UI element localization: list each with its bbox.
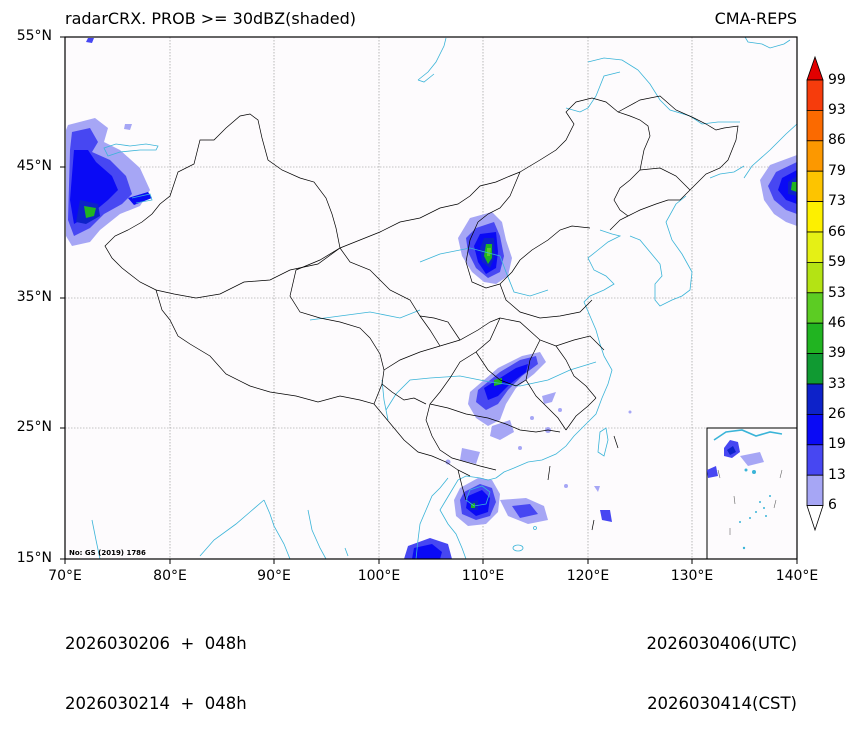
- ytick-25n: 25°N: [16, 419, 52, 435]
- cluster-south: [404, 478, 612, 559]
- colorbar-label-46: 46: [828, 315, 846, 331]
- xtick-120e: 120°E: [566, 568, 610, 584]
- ytick-35n: 35°N: [16, 289, 52, 305]
- colorbar-label-59: 59: [828, 254, 846, 270]
- graticule: [65, 37, 797, 559]
- probability-shading: [66, 38, 797, 559]
- model-name: CMA-REPS: [714, 9, 797, 28]
- xtick-70e: 70°E: [48, 568, 82, 584]
- map-approval-number: No: GS (2019) 1786: [69, 549, 146, 557]
- colorbar-label-19: 19: [828, 436, 846, 452]
- xtick-90e: 90°E: [257, 568, 291, 584]
- cluster-northeast: [760, 155, 797, 226]
- colorbar-label-66: 66: [828, 224, 846, 240]
- ytick-15n: 15°N: [16, 550, 52, 566]
- colorbar-label-79: 79: [828, 163, 846, 179]
- colorbar-label-13: 13: [828, 467, 846, 483]
- colorbar: [806, 55, 824, 532]
- colorbar-under-triangle: [806, 505, 824, 532]
- colorbar-label-26: 26: [828, 406, 846, 422]
- colorbar-label-73: 73: [828, 193, 846, 209]
- scs-inset: [706, 427, 798, 560]
- colorbar-over-triangle: [806, 55, 824, 81]
- ytick-45n: 45°N: [16, 158, 52, 174]
- xtick-110e: 110°E: [461, 568, 505, 584]
- valid-time-block: 2026030406(UTC) 2026030414(CST): [646, 594, 797, 734]
- coastlines-rivers: [91, 37, 797, 559]
- scattered-cells: [445, 408, 632, 488]
- valid-time-utc: 2026030406(UTC): [646, 634, 797, 653]
- colorbar-label-33: 33: [828, 376, 846, 392]
- colorbar-label-6: 6: [828, 497, 837, 513]
- xtick-80e: 80°E: [153, 568, 187, 584]
- borders: [104, 95, 739, 531]
- colorbar-label-39: 39: [828, 345, 846, 361]
- colorbar-label-93: 93: [828, 102, 846, 118]
- xtick-140e: 140°E: [775, 568, 819, 584]
- map-plot: [60, 36, 824, 564]
- valid-time-cst: 2026030414(CST): [647, 694, 797, 713]
- colorbar-label-99: 99: [828, 72, 846, 88]
- chart-title: radarCRX. PROB >= 30dBZ(shaded): [65, 9, 357, 28]
- colorbar-label-86: 86: [828, 132, 846, 148]
- xtick-100e: 100°E: [357, 568, 401, 584]
- xtick-130e: 130°E: [670, 568, 714, 584]
- init-time-utc: 2026030206 + 048h: [65, 634, 247, 653]
- init-time-block: 2026030206 + 048h 2026030214 + 048h: [65, 594, 247, 734]
- init-time-cst: 2026030214 + 048h: [65, 694, 247, 713]
- tick-marks: [60, 36, 798, 564]
- ytick-55n: 55°N: [16, 28, 52, 44]
- colorbar-label-53: 53: [828, 285, 846, 301]
- cluster-west: [66, 38, 152, 246]
